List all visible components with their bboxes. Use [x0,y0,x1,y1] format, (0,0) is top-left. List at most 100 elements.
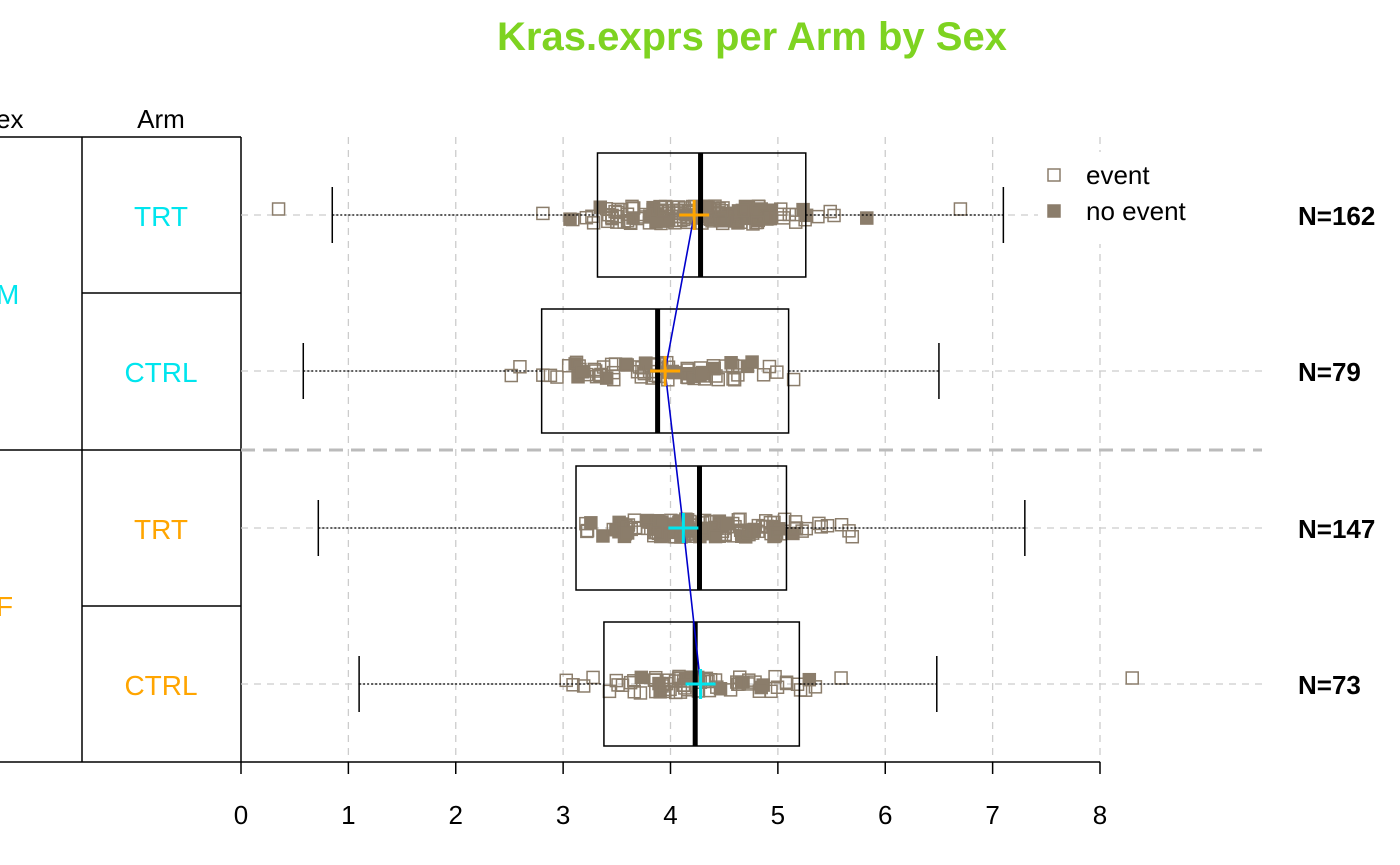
data-point-event [811,209,825,224]
box-iqr [603,621,801,747]
data-point-no-event [599,371,614,385]
data-point-no-event [720,516,735,531]
data-point-event [735,203,750,218]
data-point-no-event [724,356,738,370]
sex-label-f: F [0,591,13,622]
data-point-event [611,678,625,692]
data-point-no-event [584,516,598,530]
data-point-no-event [707,361,721,376]
data-point-event [586,216,601,230]
n-count-label: N=147 [1298,514,1375,544]
data-point-no-event [860,211,874,225]
data-point-event [566,678,580,692]
data-point-event [576,679,591,693]
data-point-event [640,521,655,536]
data-point-event [588,364,603,378]
data-point-no-event [575,365,590,379]
data-point-event [755,520,770,534]
data-point-event [789,521,804,535]
x-tick-label: 4 [663,800,677,830]
data-point-no-event [713,681,728,696]
data-point-event [731,513,746,527]
data-point-event [750,215,765,230]
data-point-no-event [653,529,668,544]
data-point-event [714,204,729,218]
data-point-event [680,370,694,384]
n-count-label: N=162 [1298,201,1375,231]
data-point-event [726,372,740,386]
data-point-no-event [634,670,649,685]
data-point-event [630,364,645,379]
data-point-event [604,357,619,372]
data-point-event [627,513,642,527]
data-point-no-event [745,355,759,369]
data-point-no-event [708,529,723,544]
data-point-outlier [1125,671,1139,685]
plot-area: TRT N=162 CTRL N=79 TRT N=147 CTRL N=73 0 1 2 3 4 5 6 7… [124,137,1375,830]
data-point-no-event [695,365,710,380]
data-point-event [656,204,670,218]
arm-label: CTRL [124,357,197,388]
data-point-event [820,518,835,533]
data-point-event [733,523,748,537]
data-point-event [741,525,756,540]
data-point-event [711,372,725,387]
data-point-event [673,685,688,699]
data-point-event [770,680,785,694]
data-point-event [655,677,670,692]
arm-label: CTRL [124,670,197,701]
legend-label: no event [1086,196,1187,226]
legend-marker [1047,168,1061,182]
data-point-event [752,684,767,698]
data-point-event [559,673,574,688]
data-point-event [823,204,837,219]
data-point-event [812,516,826,531]
data-point-event [695,522,710,537]
data-point-event [657,200,672,215]
data-point-event [732,677,747,691]
data-point-no-event [638,356,653,371]
data-point-event [504,368,519,383]
data-point-outlier [953,202,968,216]
data-point-event [625,199,639,214]
data-point-no-event [739,200,754,214]
data-point-event [536,206,550,221]
arm-column-header: Arm [137,104,185,134]
data-point-event [842,524,856,538]
legend-marker [1047,204,1061,218]
data-point-event [769,526,784,540]
data-point-event [768,528,783,543]
mean-connecting-line [664,214,702,685]
chart-title: Kras.exprs per Arm by Sex [497,15,1007,59]
data-point-event [827,208,841,223]
x-tick-label: 5 [771,800,785,830]
data-point-no-event [678,515,692,529]
data-point-event [741,677,755,691]
x-tick-label: 7 [985,800,999,830]
x-tick-label: 0 [234,800,248,830]
data-point-event [834,671,848,685]
x-tick-label: 8 [1093,800,1107,830]
sex-label-m: M [0,279,19,310]
data-point-event [513,360,527,374]
x-tick-label: 2 [449,800,463,830]
data-point-event [703,673,718,687]
data-point-outlier [271,202,286,216]
data-point-no-event [620,526,635,540]
data-point-event [586,670,600,685]
data-point-event [773,207,788,222]
legend-label: event [1086,160,1150,190]
arm-label: TRT [134,201,188,232]
data-point-no-event [563,212,577,226]
data-point-event [627,684,642,699]
data-point-event [779,676,794,691]
data-point-event [727,372,742,387]
box-iqr [540,308,790,434]
n-count-label: N=73 [1298,670,1361,700]
data-point-event [536,368,550,382]
data-point-event [626,201,640,216]
x-tick-label: 3 [556,800,570,830]
legend: event no event [1038,152,1262,244]
data-point-event [550,370,564,384]
